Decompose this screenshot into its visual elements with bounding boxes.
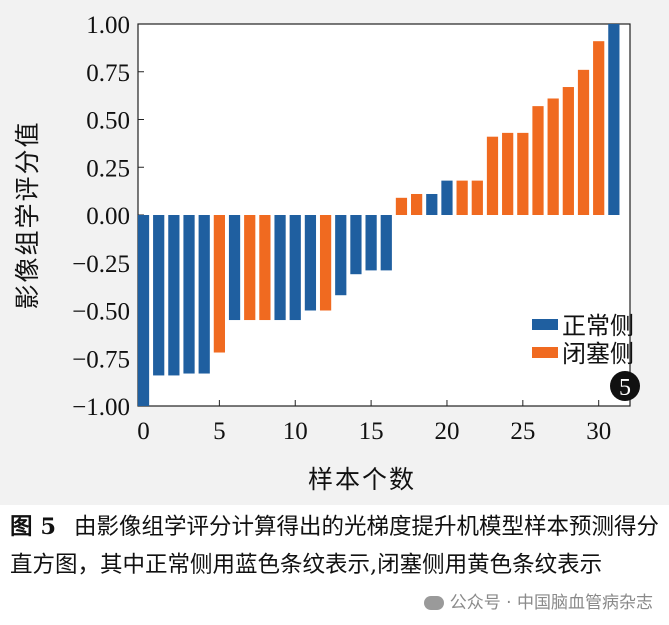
bar-normal-side bbox=[441, 180, 453, 215]
y-tick-label: −1.00 bbox=[72, 394, 130, 421]
bar-occluded-side bbox=[517, 132, 529, 215]
y-tick-label: −0.50 bbox=[72, 299, 130, 326]
legend-swatch bbox=[532, 347, 558, 358]
bar-normal-side bbox=[335, 215, 347, 296]
badge-label: 5 bbox=[619, 375, 631, 401]
bar-occluded-side bbox=[577, 69, 590, 215]
x-axis-label: 样本个数 bbox=[308, 465, 416, 494]
y-tick-label: −0.75 bbox=[72, 346, 130, 373]
y-tick-label: 0.50 bbox=[86, 108, 130, 135]
bar-normal-side bbox=[380, 215, 392, 271]
watermark: 公众号 · 中国脑血管病杂志 bbox=[421, 588, 655, 613]
x-tick-label: 0 bbox=[137, 418, 150, 445]
bar-occluded-side bbox=[486, 136, 499, 215]
bar-normal-side bbox=[608, 24, 620, 215]
x-tick-label: 10 bbox=[283, 418, 308, 445]
bar-occluded-side bbox=[532, 106, 544, 215]
bar-normal-side bbox=[137, 215, 150, 406]
x-tick-label: 5 bbox=[213, 418, 226, 445]
bar-normal-side bbox=[365, 215, 377, 271]
bar-normal-side bbox=[304, 215, 317, 311]
y-tick-label: 0.00 bbox=[86, 203, 130, 230]
bar-normal-side bbox=[228, 215, 241, 321]
bar-normal-side bbox=[350, 215, 362, 275]
bar-occluded-side bbox=[259, 215, 271, 321]
x-tick-label: 25 bbox=[510, 418, 535, 445]
bar-occluded-side bbox=[411, 193, 423, 215]
legend-label: 闭塞侧 bbox=[562, 340, 634, 368]
y-tick-label: 0.75 bbox=[86, 60, 130, 87]
chart-panel: 1.00 0.75 0.50 0.25 0.00 −0.25 −0.50 −0.75 −1.00… bbox=[0, 0, 669, 505]
bar-occluded-side bbox=[456, 180, 468, 215]
bar-occluded-side bbox=[502, 132, 514, 215]
bar-occluded-side bbox=[319, 215, 332, 311]
bar-normal-side bbox=[274, 215, 286, 321]
x-tick-label: 15 bbox=[359, 418, 384, 445]
y-tick-label: −0.25 bbox=[72, 251, 130, 278]
bar-occluded-side bbox=[213, 215, 225, 353]
bar-occluded-side bbox=[395, 197, 408, 215]
bar-chart: 1.00 0.75 0.50 0.25 0.00 −0.25 −0.50 −0.75 −1.00… bbox=[13, 12, 640, 494]
bar-occluded-side bbox=[593, 41, 605, 215]
caption-text: 由影像组学评分计算得出的光梯度提升机模型样本预测得分直方图，其中正常侧用蓝色条纹… bbox=[10, 514, 660, 578]
y-tick-label: 1.00 bbox=[86, 12, 130, 39]
bar-normal-side bbox=[168, 215, 180, 376]
x-tick-label: 30 bbox=[586, 418, 611, 445]
bar-occluded-side bbox=[562, 87, 574, 215]
bar-occluded-side bbox=[471, 180, 483, 215]
wechat-icon bbox=[423, 596, 444, 610]
bar-occluded-side bbox=[244, 215, 256, 321]
bar-normal-side bbox=[183, 215, 195, 374]
bar-normal-side bbox=[426, 193, 438, 215]
figure-label: 图 5 bbox=[10, 514, 56, 540]
figure-number-badge bbox=[610, 371, 640, 401]
bar-normal-side bbox=[198, 215, 210, 374]
y-tick-label: 0.25 bbox=[86, 155, 130, 182]
x-tick-label: 20 bbox=[434, 418, 459, 445]
figure-caption: 图 5 由影像组学评分计算得出的光梯度提升机模型样本预测得分直方图，其中正常侧用蓝… bbox=[10, 508, 660, 584]
bar-normal-side bbox=[289, 215, 301, 321]
legend-swatch bbox=[532, 319, 558, 330]
watermark-text: 公众号 · 中国脑血管病杂志 bbox=[449, 593, 653, 613]
bar-occluded-side bbox=[547, 98, 559, 215]
legend-label: 正常侧 bbox=[562, 312, 634, 340]
bar-normal-side bbox=[153, 215, 165, 376]
y-axis-label: 影像组学评分值 bbox=[13, 120, 42, 309]
